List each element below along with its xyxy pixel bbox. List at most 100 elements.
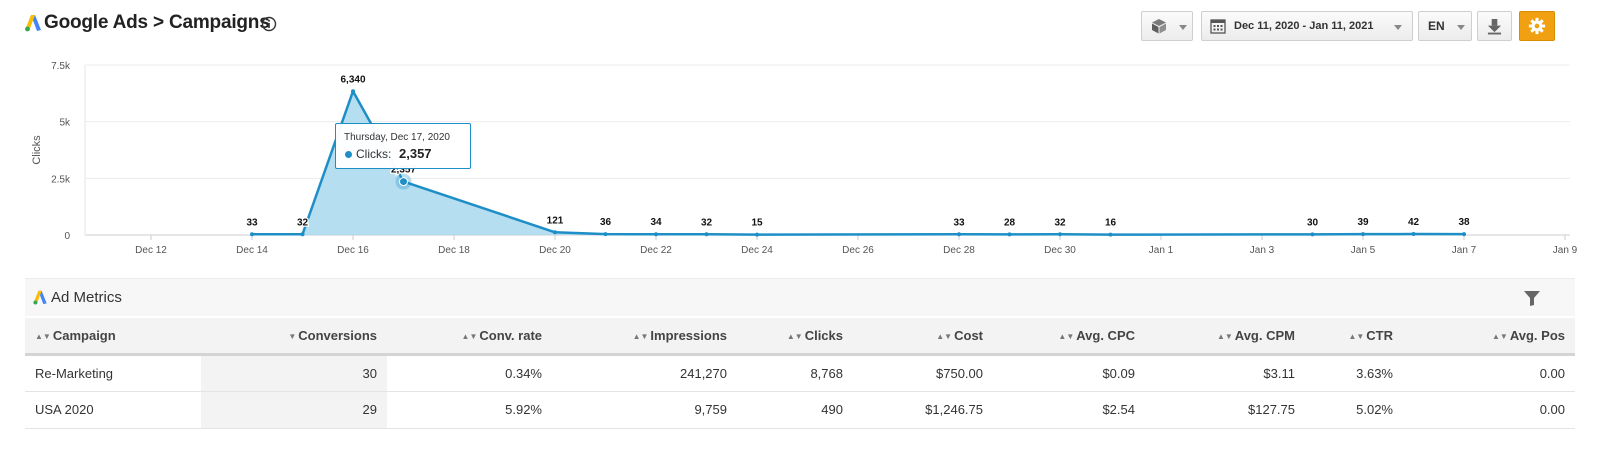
- sort-icon: ▲▼: [1216, 331, 1233, 341]
- data-label: 32: [701, 217, 713, 228]
- x-tick-label: Jan 1: [1149, 245, 1174, 256]
- data-point: [1058, 232, 1062, 237]
- chevron-down-icon: [1394, 25, 1402, 30]
- data-point: [553, 230, 557, 235]
- sort-icon: ▲▼: [936, 331, 953, 341]
- chart-tooltip: Thursday, Dec 17, 2020 Clicks: 2,357: [335, 123, 471, 169]
- table-row[interactable]: USA 2020 29 5.92% 9,759 490 $1,246.75 $2…: [25, 391, 1575, 428]
- dashboard-picker-button[interactable]: [1141, 11, 1193, 41]
- data-point: [957, 232, 961, 237]
- x-tick-label: Dec 14: [236, 245, 268, 256]
- ad-metrics-table: ▲▼ Campaign ▼ Conversions ▲▼ Conv. rate ▲▼ I…: [25, 318, 1575, 429]
- y-tick-label: 7.5k: [51, 61, 71, 72]
- data-label: 36: [600, 217, 612, 228]
- cell-ctr: 5.02%: [1356, 402, 1393, 417]
- cell-avg-pos: 0.00: [1539, 365, 1565, 381]
- x-tick-label: Jan 5: [1351, 245, 1376, 256]
- x-tick-label: Dec 28: [943, 245, 975, 256]
- chevron-down-icon: [1457, 25, 1465, 30]
- tooltip-date: Thursday, Dec 17, 2020: [344, 132, 450, 143]
- data-label: 121: [547, 215, 564, 226]
- x-tick-label: Dec 24: [741, 245, 773, 256]
- data-point: [1411, 232, 1416, 237]
- cell-conversions: 30: [201, 354, 387, 391]
- cell-clicks: 490: [821, 402, 843, 417]
- column-header-avg-cpm[interactable]: ▲▼ Avg. CPM: [1216, 327, 1295, 343]
- y-axis-label: Clicks: [31, 135, 43, 165]
- x-tick-label: Jan 9: [1553, 245, 1578, 256]
- cell-impressions: 9,759: [694, 402, 727, 417]
- google-ads-logo-icon: [25, 15, 41, 32]
- x-tick-label: Dec 18: [438, 245, 470, 256]
- cell-avg-cpc: $2.54: [1102, 402, 1135, 417]
- x-tick-label: Dec 22: [640, 245, 672, 256]
- cube-icon: [1152, 19, 1166, 34]
- column-header-impressions[interactable]: ▲▼ Impressions: [632, 327, 727, 343]
- tooltip-series-dot: [345, 151, 352, 158]
- sort-icon: ▲▼: [786, 331, 803, 341]
- ad-metrics-header: Ad Metrics: [25, 278, 1575, 316]
- data-point: [603, 232, 608, 237]
- clicks-chart-svg: 0 2.5k 5k 7.5k Dec 12 Dec 14 Dec 16 Dec 18 Dec 2…: [31, 61, 1578, 256]
- cell-clicks: 8,768: [810, 365, 843, 381]
- data-label: 6,340: [340, 74, 365, 85]
- settings-button[interactable]: [1519, 11, 1555, 41]
- cell-avg-cpm: $3.11: [1263, 365, 1295, 381]
- data-label: 33: [246, 217, 258, 228]
- y-tick-label: 0: [64, 231, 70, 242]
- column-header-conversions[interactable]: ▼ Conversions: [288, 327, 377, 343]
- sort-icon: ▲▼: [1348, 331, 1365, 341]
- table-row[interactable]: Re-Marketing 30 0.34% 241,270 8,768 $750…: [25, 354, 1575, 391]
- download-button[interactable]: [1477, 11, 1512, 41]
- data-label: 30: [1307, 217, 1319, 228]
- column-header-cost[interactable]: ▲▼ Cost: [936, 327, 983, 343]
- data-label: 16: [1105, 218, 1117, 229]
- data-point: [1310, 232, 1315, 237]
- y-tick-label: 2.5k: [51, 174, 71, 185]
- sort-icon: ▲▼: [1058, 331, 1075, 341]
- cell-ctr: 3.63%: [1356, 365, 1393, 381]
- data-point: [351, 89, 355, 94]
- data-point: [300, 232, 305, 237]
- data-point: [755, 232, 759, 237]
- sort-icon: ▲▼: [632, 331, 649, 341]
- page-header: Google Ads > Campaigns Dec 11, 2020 - Ja…: [0, 0, 1600, 50]
- y-tick-label: 5k: [59, 118, 71, 129]
- sort-icon: ▲▼: [1492, 331, 1508, 341]
- column-header-ctr[interactable]: ▲▼ CTR: [1348, 327, 1393, 343]
- clicks-chart: 0 2.5k 5k 7.5k Dec 12 Dec 14 Dec 16 Dec 18 Dec 2…: [0, 50, 1600, 265]
- data-point: [654, 232, 658, 237]
- data-label: 38: [1458, 217, 1470, 228]
- calendar-icon: [1210, 19, 1226, 34]
- data-point: [704, 232, 709, 237]
- cell-cost: $1,246.75: [925, 402, 983, 417]
- column-header-conv-rate[interactable]: ▲▼ Conv. rate: [461, 327, 542, 343]
- table-header-row: ▲▼ Campaign ▼ Conversions ▲▼ Conv. rate ▲▼ I…: [25, 318, 1575, 354]
- sort-icon: ▲▼: [461, 331, 478, 341]
- date-range-label: Dec 11, 2020 - Jan 11, 2021: [1234, 20, 1374, 32]
- data-point: [1361, 232, 1365, 237]
- tooltip-label: Clicks:: [356, 147, 392, 161]
- filter-icon[interactable]: [1524, 291, 1540, 306]
- column-header-clicks[interactable]: ▲▼ Clicks: [786, 327, 843, 343]
- cell-conversions: 29: [201, 391, 387, 428]
- column-header-avg-cpc[interactable]: ▲▼ Avg. CPC: [1058, 327, 1135, 343]
- cell-impressions: 241,270: [680, 365, 727, 381]
- column-header-campaign[interactable]: ▲▼ Campaign: [35, 327, 116, 343]
- column-header-avg-pos[interactable]: ▲▼ Avg. Pos: [1492, 327, 1565, 343]
- x-tick-label: Dec 20: [539, 245, 571, 256]
- google-ads-logo-icon: [33, 290, 47, 305]
- data-label: 32: [1054, 217, 1066, 228]
- data-label: 15: [751, 218, 763, 229]
- data-label: 42: [1408, 217, 1420, 228]
- language-selector[interactable]: EN: [1418, 11, 1472, 41]
- cell-conv-rate: 0.34%: [505, 365, 542, 381]
- data-label: 33: [953, 217, 965, 228]
- download-icon: [1487, 18, 1502, 34]
- cell-avg-cpm: $127.75: [1248, 402, 1295, 417]
- date-range-picker[interactable]: Dec 11, 2020 - Jan 11, 2021: [1201, 11, 1413, 41]
- language-label: EN: [1428, 19, 1445, 33]
- x-tick-label: Dec 12: [135, 245, 167, 256]
- page-title: Google Ads > Campaigns: [44, 12, 270, 33]
- info-icon[interactable]: [261, 16, 277, 32]
